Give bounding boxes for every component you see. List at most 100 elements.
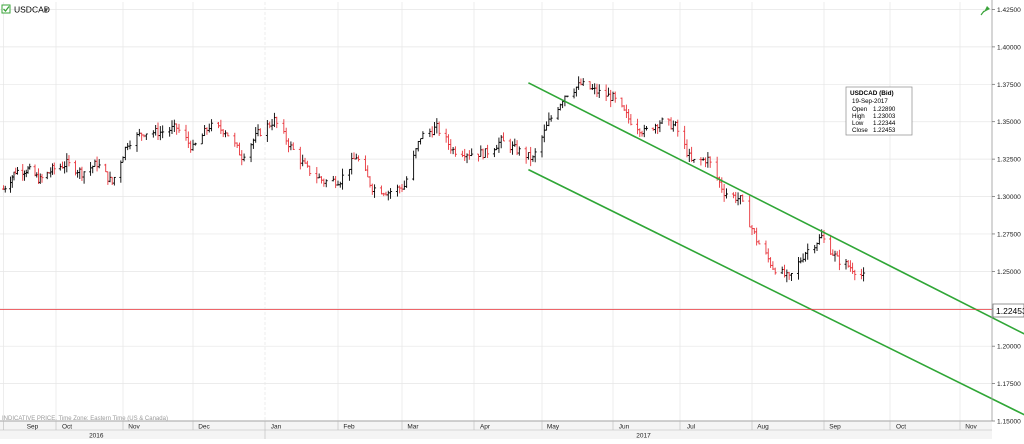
x-tick-label: Apr [480,424,491,431]
ohlc-bar [258,128,262,137]
y-tick-label: 1.35000 [997,119,1021,126]
x-tick-label: Sep [27,424,39,431]
ohlc-bar [470,148,474,157]
ohlc-bar [806,243,810,260]
ohlc-bar [3,185,7,193]
ohlc-bar [67,155,71,167]
tooltip-close-value: 1.22453 [873,127,896,134]
ohlc-bar [52,162,56,175]
ohlc-bar [741,194,745,202]
ohlc-bar [324,179,328,188]
ohlc-bar [437,121,441,136]
year-label: 2017 [636,433,651,440]
channel-lines [528,82,1024,421]
ohlc-bar [40,173,44,183]
x-tick-label: Oct [896,424,906,431]
ohlc-bar [629,114,633,126]
ohlc-bar [565,95,569,98]
ohlc-bar [405,176,409,188]
y-tick-label: 1.32500 [997,157,1021,164]
ohlc-bar [773,267,777,275]
tooltip-low-label: Low [852,120,864,127]
y-tick-label: 1.20000 [997,344,1021,351]
ohlc-tooltip: USDCAD (Bid) 19-Sep-2017 Open 1.22890 Hi… [845,86,913,136]
y-tick-label: 1.15000 [997,419,1021,426]
ohlc-bar [486,144,490,158]
tooltip-close-label: Close [852,127,868,134]
symbol-dropdown-icon[interactable]: ▾ [44,6,48,15]
ohlc-bar [308,165,312,176]
x-tick-label: Feb [343,424,355,431]
ohlc-bar [597,84,601,98]
ohlc-bar [177,123,181,133]
ohlc-bar [581,78,585,86]
footer-note: INDICATIVE PRICE. Time Zone: Eastern Tim… [2,416,168,422]
tooltip-high-value: 1.23003 [873,113,896,120]
ohlc-bar [533,148,537,163]
ohlc-bar [97,159,101,169]
tooltip-open-label: Open [852,106,868,113]
ohlc-bar [389,188,393,199]
y-tick-label: 1.37500 [997,82,1021,89]
y-tick-label: 1.30000 [997,194,1021,201]
ohlc-bar [724,188,728,199]
x-tick-label: May [547,424,560,431]
ohlc-bar [275,116,279,129]
ohlc-bar [291,142,295,150]
ohlc-bar [613,91,617,103]
x-tick-label: Oct [62,424,72,431]
y-tick-label: 1.42500 [997,7,1021,14]
grid [0,2,992,422]
checkmark-icon [3,6,10,12]
ohlc-bar [645,125,648,131]
ohlc-bar [676,119,680,137]
y-tick-label: 1.27500 [997,231,1021,238]
ohlc-bar [853,269,857,281]
ohlc-bar [226,132,230,137]
pin-icon[interactable] [980,6,990,16]
ohlc-bar [161,125,165,139]
ohlc-bar [373,184,377,198]
y-tick-label: 1.40000 [997,44,1021,51]
ohlc-bar [708,156,712,168]
ohlc-bar [128,140,132,150]
ohlc-bar [82,171,86,184]
ohlc-bar [789,272,793,282]
series-toggle-checkbox[interactable] [1,4,11,14]
tooltip-open-value: 1.22890 [873,106,896,113]
ohlc-bar [112,176,116,186]
x-tick-label: Mar [407,424,419,431]
ohlc-bar [144,133,148,140]
y-tick-label: 1.25000 [997,269,1021,276]
x-tick-label: Dec [198,424,210,431]
ohlc-bar [28,163,32,170]
ohlc-bar [453,146,457,157]
current-price-box [992,303,1024,318]
ohlc-bar [193,142,197,146]
x-tick-label: Jul [687,424,696,431]
year-label: 2016 [89,433,104,440]
x-tick-label: Aug [757,424,769,431]
ohlc-bar [517,146,521,156]
ohlc-bar [692,158,696,163]
symbol-label: USDCAD [14,5,50,15]
x-tick-label: Nov [965,424,977,431]
tooltip-low-value: 1.22344 [873,120,896,127]
ohlc-bar [421,131,425,140]
ohlc-bar [242,153,246,162]
ohlc-bar [210,119,214,132]
tooltip-title: USDCAD (Bid) [850,90,894,97]
ohlc-bar [660,117,664,124]
current-price-label: 1.22453 [996,306,1024,316]
channel-upper-line[interactable] [528,82,1024,372]
ohlc-bar [501,132,505,142]
ohlc-bar [549,115,553,122]
x-tick-label: Jun [619,424,630,431]
ohlc-bar [357,155,361,162]
ohlc-bar [862,267,866,282]
channel-lower-line[interactable] [528,168,1024,421]
tooltip-date: 19-Sep-2017 [852,98,888,105]
